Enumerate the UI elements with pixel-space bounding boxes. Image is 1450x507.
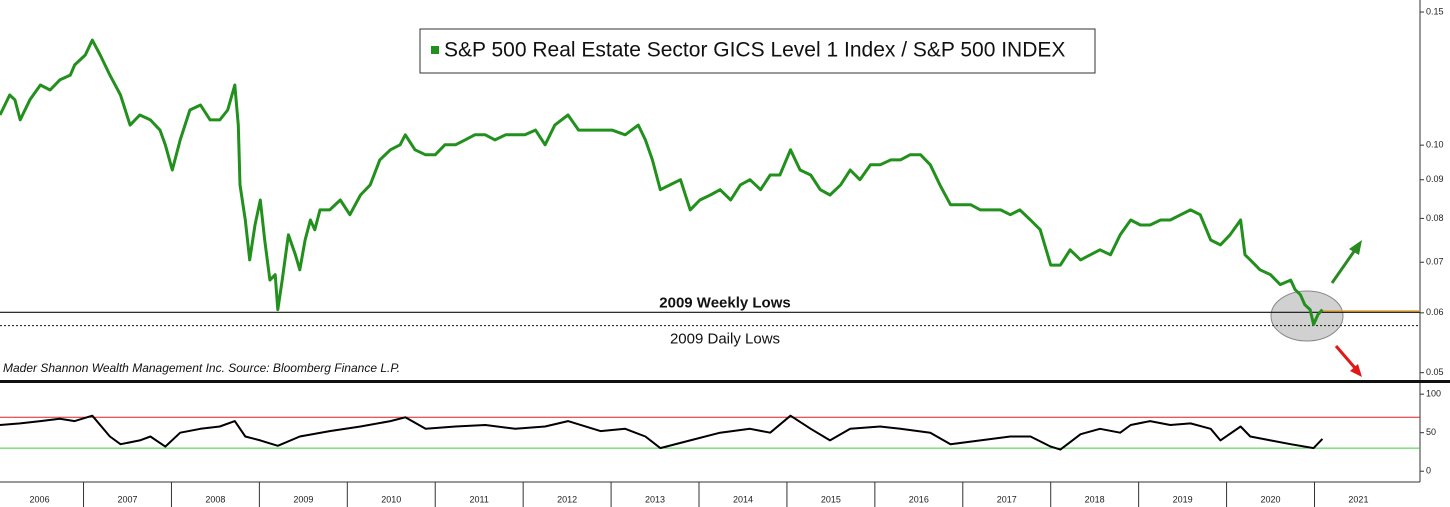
up-arrow bbox=[1330, 240, 1362, 284]
reference-label: 2009 Daily Lows bbox=[670, 331, 780, 348]
x-tick-label: 2014 bbox=[733, 494, 753, 504]
legend: S&P 500 Real Estate Sector GICS Level 1 … bbox=[419, 28, 1096, 74]
reference-label: 2009 Weekly Lows bbox=[659, 294, 790, 311]
data-line bbox=[0, 38, 1324, 326]
y-tick-label: 50 bbox=[1426, 427, 1436, 437]
y-tick-label: 0.09 bbox=[1426, 174, 1444, 184]
x-tick-label: 2016 bbox=[909, 494, 929, 504]
y-tick-label: 0.10 bbox=[1426, 140, 1444, 150]
x-tick-label: 2020 bbox=[1261, 494, 1281, 504]
y-tick-label: 0.06 bbox=[1426, 307, 1444, 317]
y-tick-label: 0.05 bbox=[1426, 367, 1444, 377]
legend-box bbox=[419, 28, 1096, 74]
x-tick-label: 2018 bbox=[1085, 494, 1105, 504]
legend-label: S&P 500 Real Estate Sector GICS Level 1 … bbox=[444, 39, 1065, 62]
y-tick-label: 0.15 bbox=[1426, 6, 1444, 16]
source-note: Mader Shannon Wealth Management Inc. Sou… bbox=[3, 361, 400, 375]
panel-separator bbox=[0, 380, 1450, 383]
y-tick-label: 0 bbox=[1426, 466, 1431, 476]
x-tick-label: 2021 bbox=[1348, 494, 1368, 504]
x-tick-label: 2010 bbox=[381, 494, 401, 504]
x-tick-label: 2015 bbox=[821, 494, 841, 504]
x-tick-label: 2008 bbox=[205, 494, 225, 504]
x-tick-label: 2019 bbox=[1173, 494, 1193, 504]
x-tick-label: 2012 bbox=[557, 494, 577, 504]
highlight-ellipse bbox=[1270, 290, 1344, 342]
data-line bbox=[0, 414, 1324, 451]
x-tick-label: 2009 bbox=[293, 494, 313, 504]
y-tick-label: 0.08 bbox=[1426, 213, 1444, 223]
x-tick-label: 2013 bbox=[645, 494, 665, 504]
y-tick-label: 100 bbox=[1426, 389, 1441, 399]
x-tick-label: 2007 bbox=[117, 494, 137, 504]
y-tick-label: 0.07 bbox=[1426, 257, 1444, 267]
x-tick-label: 2006 bbox=[30, 494, 50, 504]
legend-swatch bbox=[431, 46, 439, 54]
x-tick-label: 2017 bbox=[997, 494, 1017, 504]
x-tick-label: 2011 bbox=[470, 494, 489, 504]
down-arrow bbox=[1334, 345, 1362, 377]
